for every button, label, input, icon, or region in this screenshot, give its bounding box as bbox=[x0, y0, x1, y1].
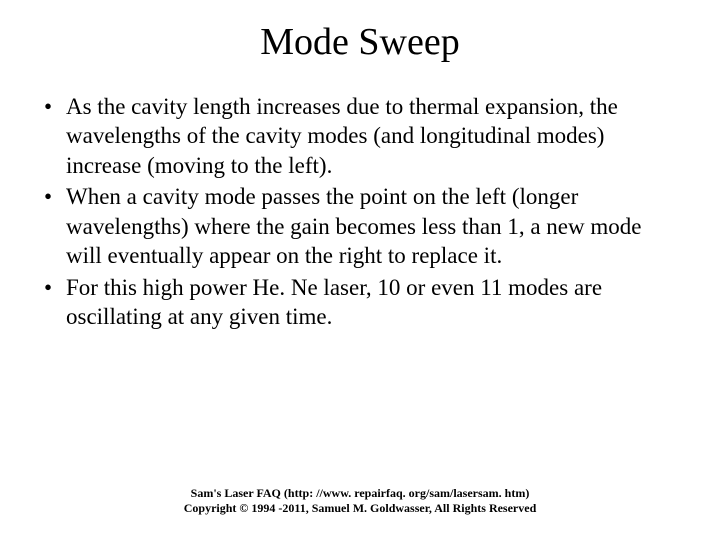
bullet-list: As the cavity length increases due to th… bbox=[0, 92, 720, 332]
bullet-item: As the cavity length increases due to th… bbox=[66, 92, 680, 180]
footer-line-2: Copyright © 1994 -2011, Samuel M. Goldwa… bbox=[0, 501, 720, 516]
slide-title: Mode Sweep bbox=[0, 0, 720, 92]
bullet-item: For this high power He. Ne laser, 10 or … bbox=[66, 273, 680, 332]
footer-line-1: Sam's Laser FAQ (http: //www. repairfaq.… bbox=[0, 486, 720, 501]
bullet-item: When a cavity mode passes the point on t… bbox=[66, 182, 680, 270]
slide-footer: Sam's Laser FAQ (http: //www. repairfaq.… bbox=[0, 486, 720, 516]
